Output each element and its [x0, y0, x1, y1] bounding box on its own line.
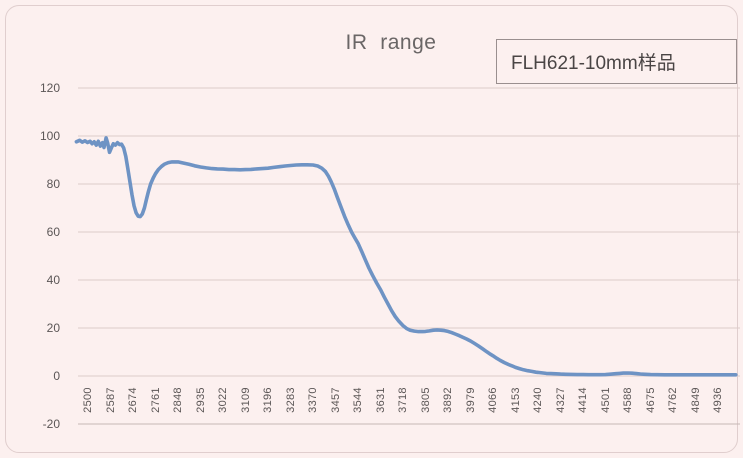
- y-tick-label-120: 120: [39, 81, 60, 95]
- y-tick-label-40: 40: [46, 273, 60, 287]
- x-tick-label-3283: 3283: [284, 387, 297, 413]
- x-tick-label-2761: 2761: [149, 387, 162, 413]
- x-tick-label-3892: 3892: [442, 387, 454, 413]
- x-tick-label-3370: 3370: [307, 387, 319, 413]
- x-tick-label-3805: 3805: [419, 387, 432, 413]
- x-tick-label-3457: 3457: [329, 387, 342, 413]
- legend-box: FLH621-10mm样品: [496, 39, 737, 84]
- y-tick-label-80: 80: [46, 177, 60, 191]
- x-tick-label-4153: 4153: [509, 387, 522, 413]
- x-tick-label-3718: 3718: [397, 387, 409, 413]
- x-tick-label-4588: 4588: [622, 387, 634, 413]
- y-tick-label-0: 0: [53, 369, 60, 383]
- x-tick-label-4240: 4240: [532, 387, 544, 413]
- x-tick-label-2500: 2500: [82, 387, 94, 413]
- x-tick-label-3196: 3196: [262, 387, 274, 413]
- y-tick-label-60: 60: [46, 225, 60, 239]
- y-tick-label--20: -20: [42, 417, 60, 431]
- x-tick-label-3631: 3631: [374, 387, 387, 413]
- x-tick-label-4501: 4501: [599, 387, 612, 413]
- x-tick-label-2935: 2935: [194, 387, 207, 413]
- x-tick-label-4936: 4936: [712, 387, 724, 413]
- chart-title: IR range: [345, 31, 437, 54]
- x-tick-label-4414: 4414: [577, 387, 589, 413]
- x-tick-label-2674: 2674: [127, 387, 139, 413]
- x-tick-label-4849: 4849: [689, 387, 702, 413]
- x-tick-label-4675: 4675: [644, 387, 657, 413]
- x-tick-label-4327: 4327: [554, 387, 567, 413]
- y-tick-label-100: 100: [39, 129, 60, 143]
- x-tick-label-3022: 3022: [217, 387, 229, 413]
- x-tick-label-2848: 2848: [172, 387, 184, 413]
- legend-label: FLH621-10mm样品: [511, 53, 676, 74]
- x-tick-label-3979: 3979: [464, 387, 477, 413]
- x-tick-label-2587: 2587: [104, 387, 117, 413]
- x-tick-label-3544: 3544: [352, 387, 364, 413]
- x-tick-label-3109: 3109: [239, 387, 252, 413]
- x-tick-label-4066: 4066: [487, 387, 499, 413]
- x-tick-label-4762: 4762: [667, 387, 679, 413]
- y-tick-label-20: 20: [46, 321, 60, 335]
- series-line-0: [74, 136, 738, 377]
